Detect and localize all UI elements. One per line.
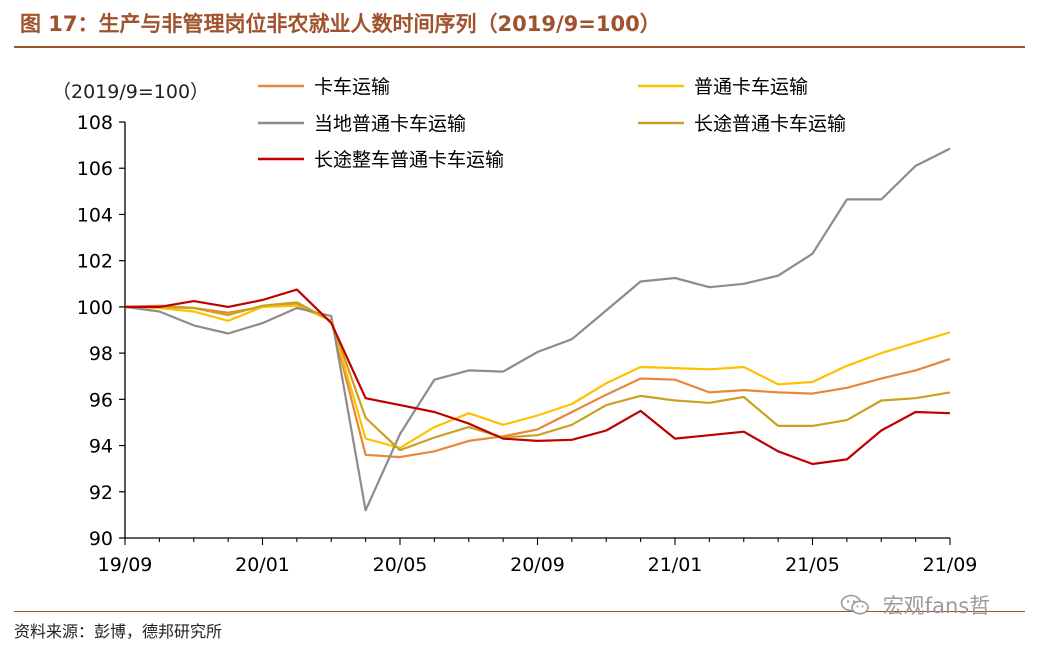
legend-label: 长途整车普通卡车运输 (314, 149, 504, 171)
x-tick-label: 21/09 (923, 554, 978, 576)
y-tick-label: 98 (89, 343, 113, 365)
watermark: 宏观fans哲 (840, 590, 990, 620)
x-tick-label: 19/09 (98, 554, 153, 576)
series-lines (124, 147, 951, 512)
legend-label: 卡车运输 (314, 76, 390, 98)
watermark-text: 宏观fans哲 (882, 594, 991, 618)
y-tick-label: 94 (89, 436, 113, 458)
figure-title: 图 17：生产与非管理岗位非农就业人数时间序列（2019/9=100） (20, 12, 661, 36)
title-divider (14, 46, 1025, 48)
legend-label: 普通卡车运输 (694, 76, 808, 98)
x-tick-label: 20/01 (235, 554, 290, 576)
footer-divider (14, 611, 1025, 612)
series-line-2 (124, 304, 951, 449)
y-tick-label: 100 (77, 297, 113, 319)
x-tick-label: 21/05 (785, 554, 840, 576)
legend-label: 当地普通卡车运输 (314, 113, 466, 135)
legend-label: 长途普通卡车运输 (694, 113, 846, 135)
series-line-4 (125, 301, 951, 452)
y-unit-label: （2019/9=100） (52, 81, 209, 103)
y-tick-label: 92 (89, 482, 113, 504)
x-tick-label: 20/09 (510, 554, 565, 576)
series-line-3 (124, 147, 951, 512)
line-chart: （2019/9=100） 90 92 94 96 98 100 102 104 106 108 19… (52, 76, 978, 576)
y-tick-label: 104 (77, 204, 113, 226)
source-note: 资料来源：彭博，德邦研究所 (14, 622, 223, 641)
x-tick-label: 20/05 (373, 554, 428, 576)
y-tick-label: 102 (77, 251, 113, 273)
series-line-5 (125, 288, 951, 466)
x-tick-label: 21/01 (648, 554, 703, 576)
y-tick-label: 108 (77, 112, 113, 134)
wechat-icon (840, 594, 869, 615)
y-tick-label: 90 (89, 528, 113, 550)
y-tick-label: 106 (77, 158, 113, 180)
y-tick-label: 96 (89, 389, 113, 411)
axes: 90 92 94 96 98 100 102 104 106 108 19/09 20/01 20/05… (77, 112, 978, 576)
